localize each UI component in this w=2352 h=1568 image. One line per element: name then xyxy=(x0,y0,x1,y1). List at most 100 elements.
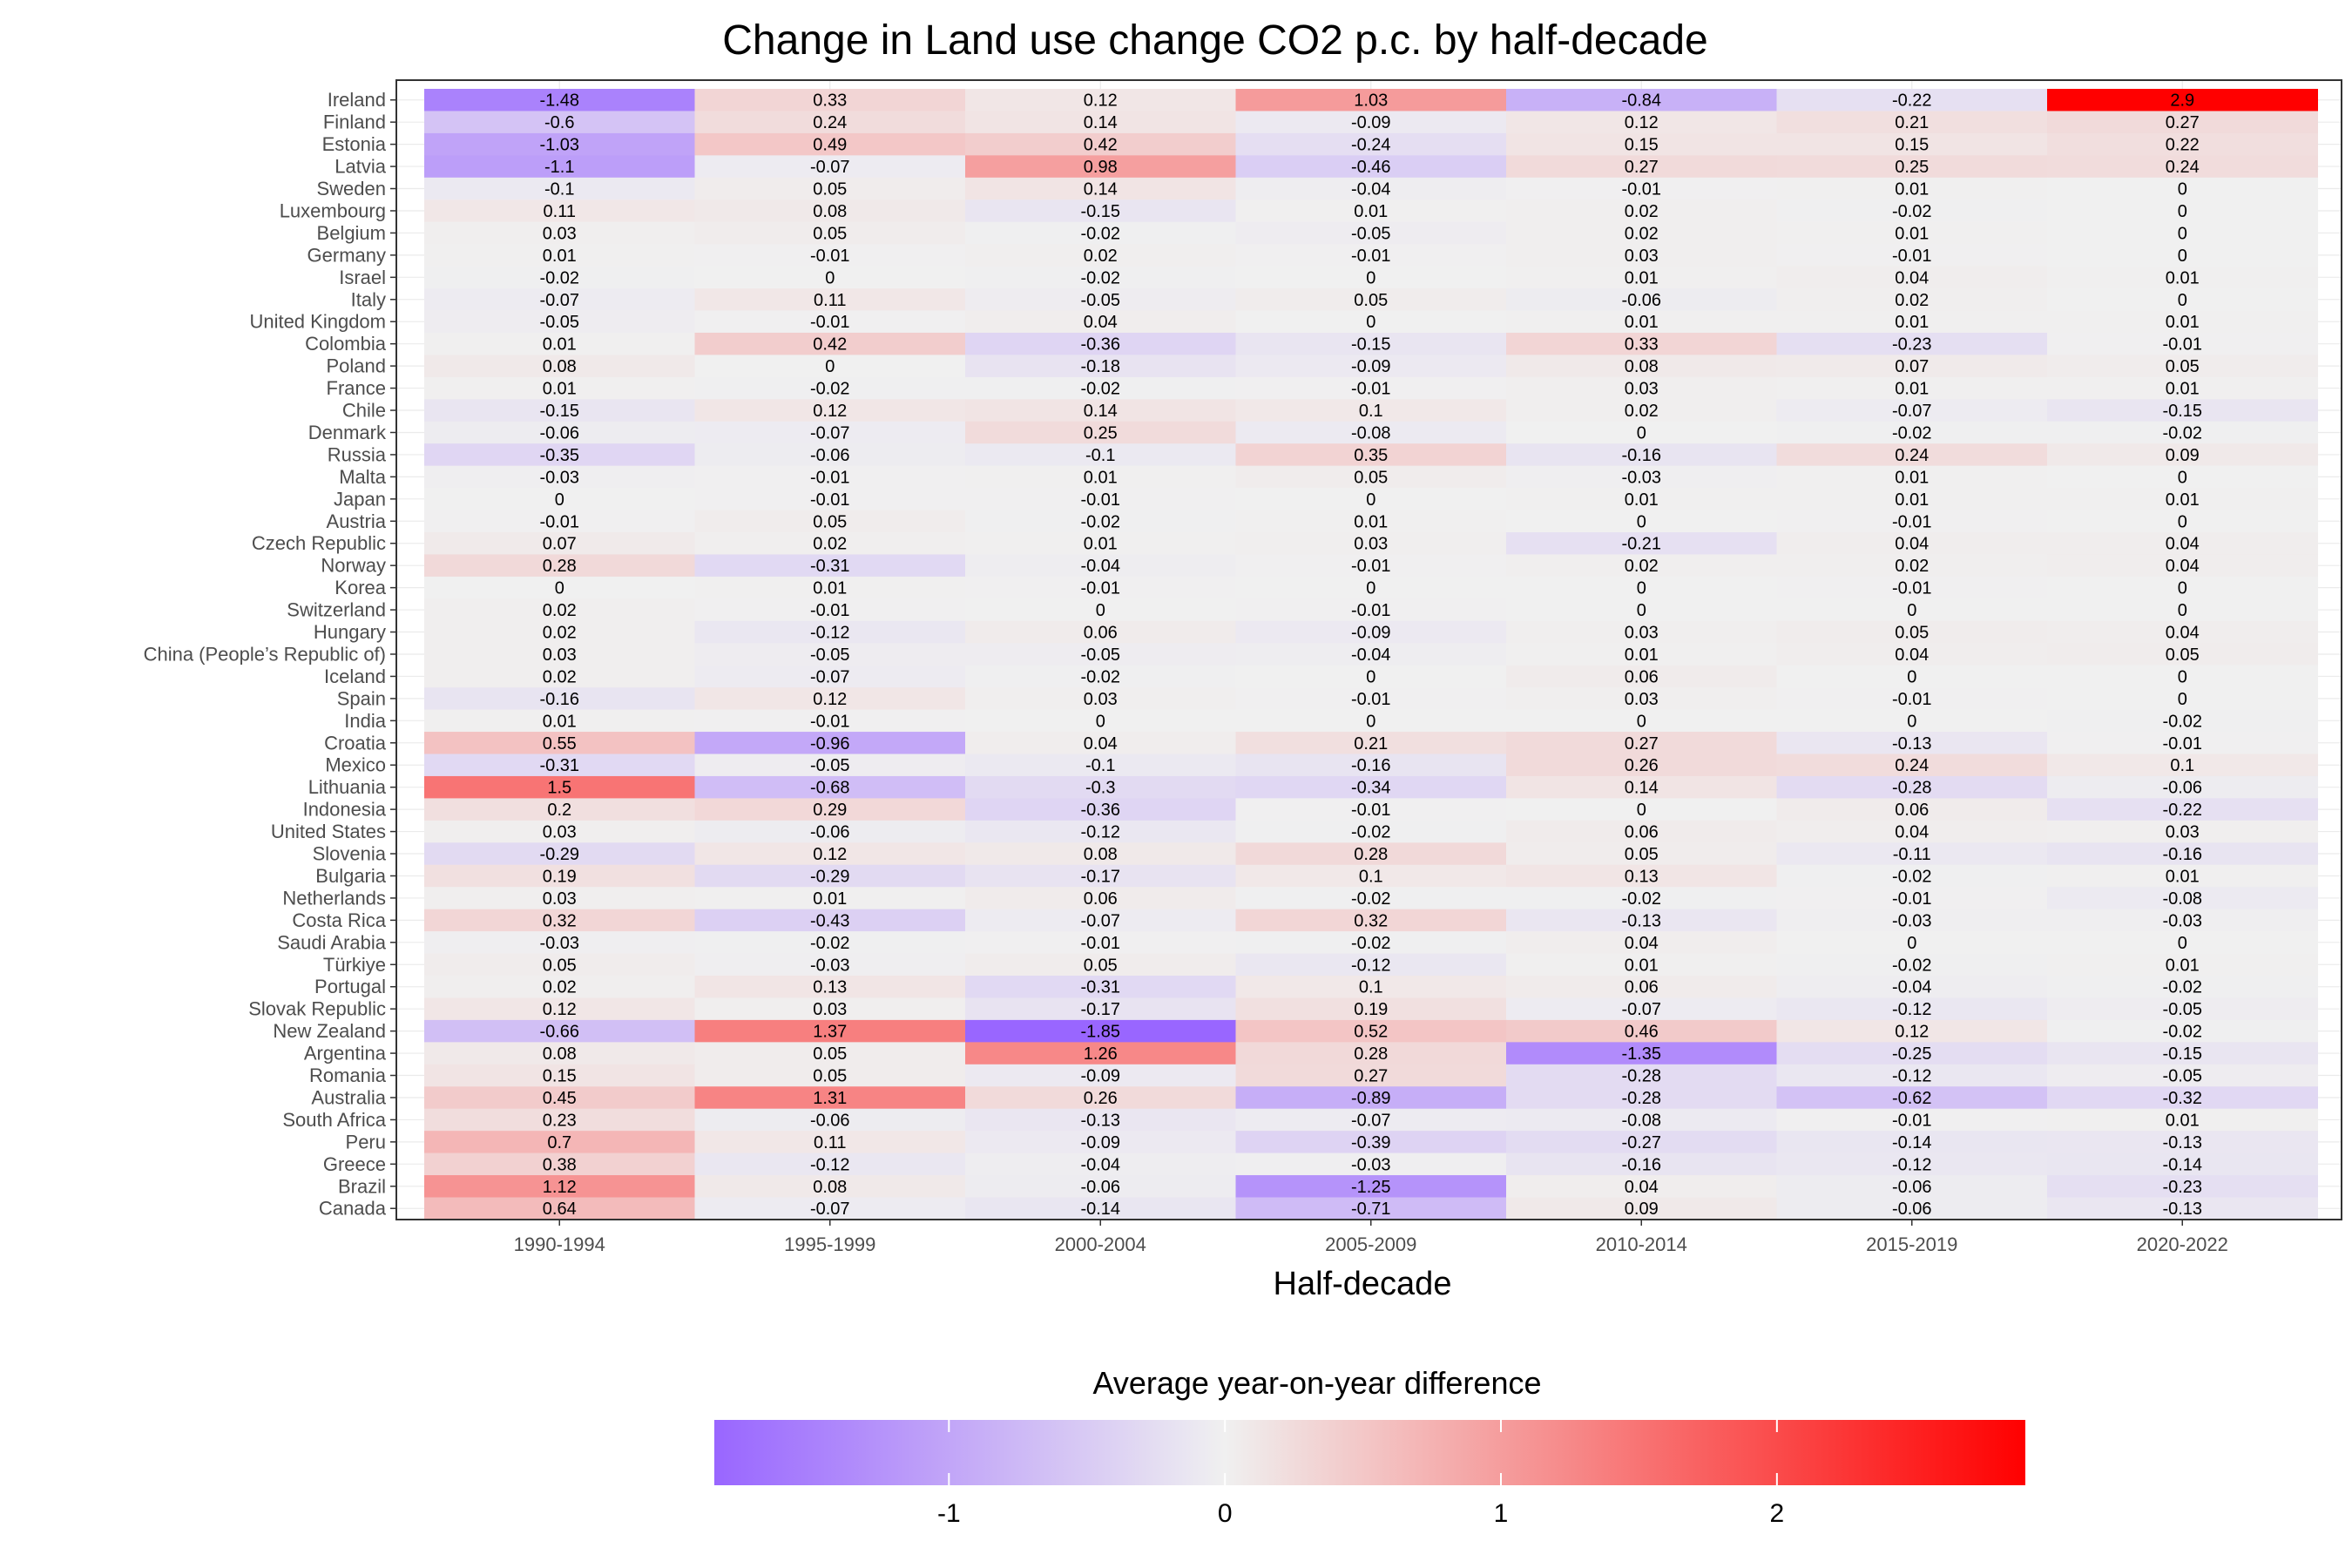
cell-value-label: -0.01 xyxy=(1080,934,1120,953)
cell-value-label: -0.02 xyxy=(1892,202,1932,221)
heatmap-cell xyxy=(965,89,1236,112)
heatmap-cell xyxy=(965,199,1236,223)
cell-value-label: -0.35 xyxy=(539,446,579,465)
cell-value-label: -0.08 xyxy=(1351,423,1391,443)
cell-value-label: -0.24 xyxy=(1351,136,1391,155)
heatmap-cell xyxy=(1235,244,1507,267)
cell-value-label: 0.12 xyxy=(1625,113,1659,132)
heatmap-cell xyxy=(965,909,1236,932)
cell-value-label: 0.01 xyxy=(813,579,847,598)
row-label: Lithuania xyxy=(308,776,387,798)
row-label: Spain xyxy=(337,687,386,709)
heatmap-cell xyxy=(1776,598,2048,622)
cell-value-label: -0.01 xyxy=(810,601,850,620)
cell-value-label: 0.04 xyxy=(1625,1178,1659,1197)
cell-value-label: 0.24 xyxy=(813,113,847,132)
cell-value-label: -0.06 xyxy=(810,446,850,465)
heatmap-cell xyxy=(965,332,1236,355)
heatmap-cell xyxy=(2047,598,2318,622)
row-label: Netherlands xyxy=(282,887,386,909)
heatmap-cell xyxy=(965,997,1236,1021)
cell-value-label: -0.34 xyxy=(1351,779,1391,798)
heatmap-cell xyxy=(1506,1108,1777,1132)
heatmap-cell xyxy=(424,997,695,1021)
cell-value-label: -0.12 xyxy=(1892,1155,1932,1174)
cell-value-label: -0.03 xyxy=(1621,468,1661,487)
cell-value-label: 0.52 xyxy=(1354,1023,1388,1042)
heatmap-cell xyxy=(965,1064,1236,1087)
heatmap-cell xyxy=(965,554,1236,578)
heatmap-cell xyxy=(424,909,695,932)
cell-value-label: -0.46 xyxy=(1351,158,1391,177)
cell-value-label: 0.02 xyxy=(543,667,577,686)
heatmap-cell xyxy=(2047,554,2318,578)
cell-value-label: 0.02 xyxy=(1625,557,1659,576)
cell-value-label: 0.45 xyxy=(543,1089,577,1108)
heatmap-cell xyxy=(1776,842,2048,866)
cell-value-label: 0.64 xyxy=(543,1200,577,1219)
cell-value-label: -0.01 xyxy=(1351,247,1391,266)
heatmap-cell xyxy=(965,842,1236,866)
heatmap-cell xyxy=(965,976,1236,998)
heatmap-cell xyxy=(694,532,966,555)
heatmap-cell xyxy=(1506,1197,1777,1220)
cell-value-label: -0.08 xyxy=(1621,1111,1661,1130)
heatmap-cell xyxy=(1235,1086,1507,1110)
cell-value-label: 0.06 xyxy=(1625,823,1659,842)
row-label: China (People’s Republic of) xyxy=(144,643,386,665)
cell-value-label: 0.26 xyxy=(1625,756,1659,775)
cell-value-label: -0.89 xyxy=(1351,1089,1391,1108)
cell-value-label: 0 xyxy=(1366,268,1375,287)
cell-value-label: 0.01 xyxy=(1625,313,1659,332)
cell-value-label: 0.01 xyxy=(2166,268,2200,287)
heatmap-cell xyxy=(694,399,966,422)
heatmap-cell xyxy=(965,732,1236,754)
heatmap-cell xyxy=(1235,310,1507,334)
heatmap-cell xyxy=(1506,199,1777,223)
cell-value-label: -0.02 xyxy=(1080,512,1120,531)
cell-value-label: -0.06 xyxy=(539,423,579,443)
cell-value-label: 0.03 xyxy=(543,823,577,842)
column-label: 2020-2022 xyxy=(2137,1233,2228,1255)
legend-tick-label: 1 xyxy=(1494,1499,1509,1528)
cell-value-label: 0.01 xyxy=(1895,180,1929,199)
heatmap-cell xyxy=(1776,89,2048,112)
cell-value-label: 0.01 xyxy=(1084,468,1118,487)
cell-value-label: 0.02 xyxy=(1895,557,1929,576)
cell-value-label: 0.12 xyxy=(813,845,847,864)
heatmap-cell xyxy=(1506,598,1777,622)
heatmap-cell xyxy=(1506,443,1777,467)
heatmap-cell xyxy=(1235,598,1507,622)
heatmap-cell xyxy=(424,665,695,688)
cell-value-label: -0.02 xyxy=(2162,978,2202,997)
heatmap-cell xyxy=(1506,1064,1777,1087)
cell-value-label: -0.16 xyxy=(1621,1155,1661,1174)
heatmap-cell xyxy=(2047,332,2318,355)
heatmap-cell xyxy=(694,132,966,156)
heatmap-cell xyxy=(1776,1152,2048,1176)
heatmap-cell xyxy=(1776,1086,2048,1110)
heatmap-cell xyxy=(2047,532,2318,555)
cell-value-label: 0.06 xyxy=(1625,978,1659,997)
heatmap-cell xyxy=(694,155,966,179)
heatmap-cell xyxy=(694,221,966,245)
heatmap-cell xyxy=(2047,244,2318,267)
heatmap-cell xyxy=(694,1152,966,1176)
heatmap-cell xyxy=(694,1086,966,1110)
row-label: Australia xyxy=(311,1086,386,1108)
heatmap-cell xyxy=(424,488,695,511)
cell-value-label: -0.15 xyxy=(2162,1044,2202,1064)
cell-value-label: 0.03 xyxy=(1354,535,1388,554)
cell-value-label: -0.14 xyxy=(2162,1155,2202,1174)
cell-value-label: 0 xyxy=(1366,490,1375,510)
heatmap-cell xyxy=(424,1064,695,1087)
cell-value-label: 0 xyxy=(2178,291,2187,310)
cell-value-label: -0.16 xyxy=(2162,845,2202,864)
heatmap-cell xyxy=(1506,155,1777,179)
cell-value-label: 0.04 xyxy=(1895,645,1929,665)
cell-value-label: 0 xyxy=(2178,180,2187,199)
cell-value-label: 0.24 xyxy=(1895,446,1929,465)
heatmap-cell xyxy=(1506,399,1777,422)
cell-value-label: 0.06 xyxy=(1084,889,1118,909)
heatmap-cell xyxy=(1776,976,2048,998)
